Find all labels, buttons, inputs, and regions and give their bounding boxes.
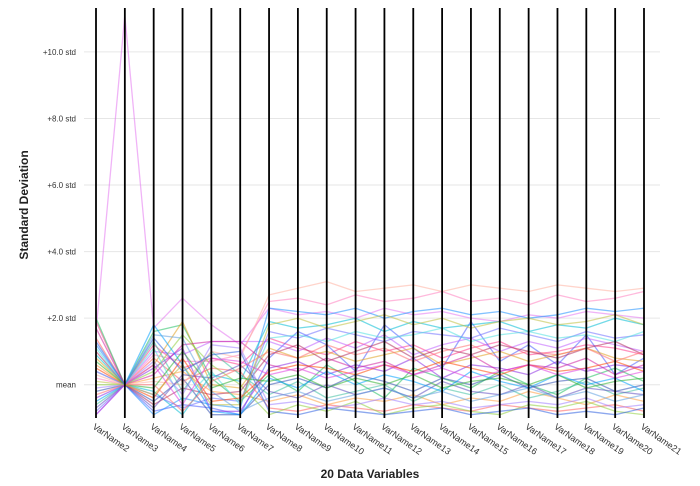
y-tick-label: +4.0 std — [47, 248, 76, 257]
series-line — [95, 344, 645, 412]
series-line — [95, 357, 645, 416]
series-line — [95, 340, 645, 406]
y-tick-label: +10.0 std — [43, 48, 76, 57]
y-tick-label: mean — [56, 381, 76, 390]
series-lines — [95, 14, 645, 416]
series-line — [95, 334, 645, 412]
x-axis-title: 20 Data Variables — [321, 467, 420, 481]
variable-labels: VarName2VarName3VarName4VarName5VarName6… — [91, 421, 684, 456]
y-axis-title: Standard Deviation — [17, 150, 31, 259]
series-line — [95, 317, 645, 416]
series-line — [95, 357, 645, 403]
series-line — [95, 307, 645, 416]
series-line — [95, 340, 645, 406]
series-line — [95, 280, 645, 386]
series-line — [95, 321, 645, 386]
y-tick-label: +6.0 std — [47, 181, 76, 190]
series-line — [95, 334, 645, 386]
variable-axes — [95, 8, 645, 418]
gridlines — [84, 51, 660, 386]
series-line — [95, 314, 645, 406]
y-tick-label: +8.0 std — [47, 114, 76, 123]
y-tick-labels: mean +2.0 std +4.0 std +6.0 std +8.0 std +10.… — [43, 48, 76, 390]
series-line — [95, 327, 645, 386]
series-line — [95, 320, 645, 389]
series-line — [95, 344, 645, 409]
y-tick-label: +2.0 std — [47, 314, 76, 323]
series-line — [95, 320, 645, 416]
series-line — [95, 350, 645, 389]
series-line — [95, 337, 645, 416]
series-line — [96, 334, 645, 416]
series-line — [95, 290, 645, 386]
